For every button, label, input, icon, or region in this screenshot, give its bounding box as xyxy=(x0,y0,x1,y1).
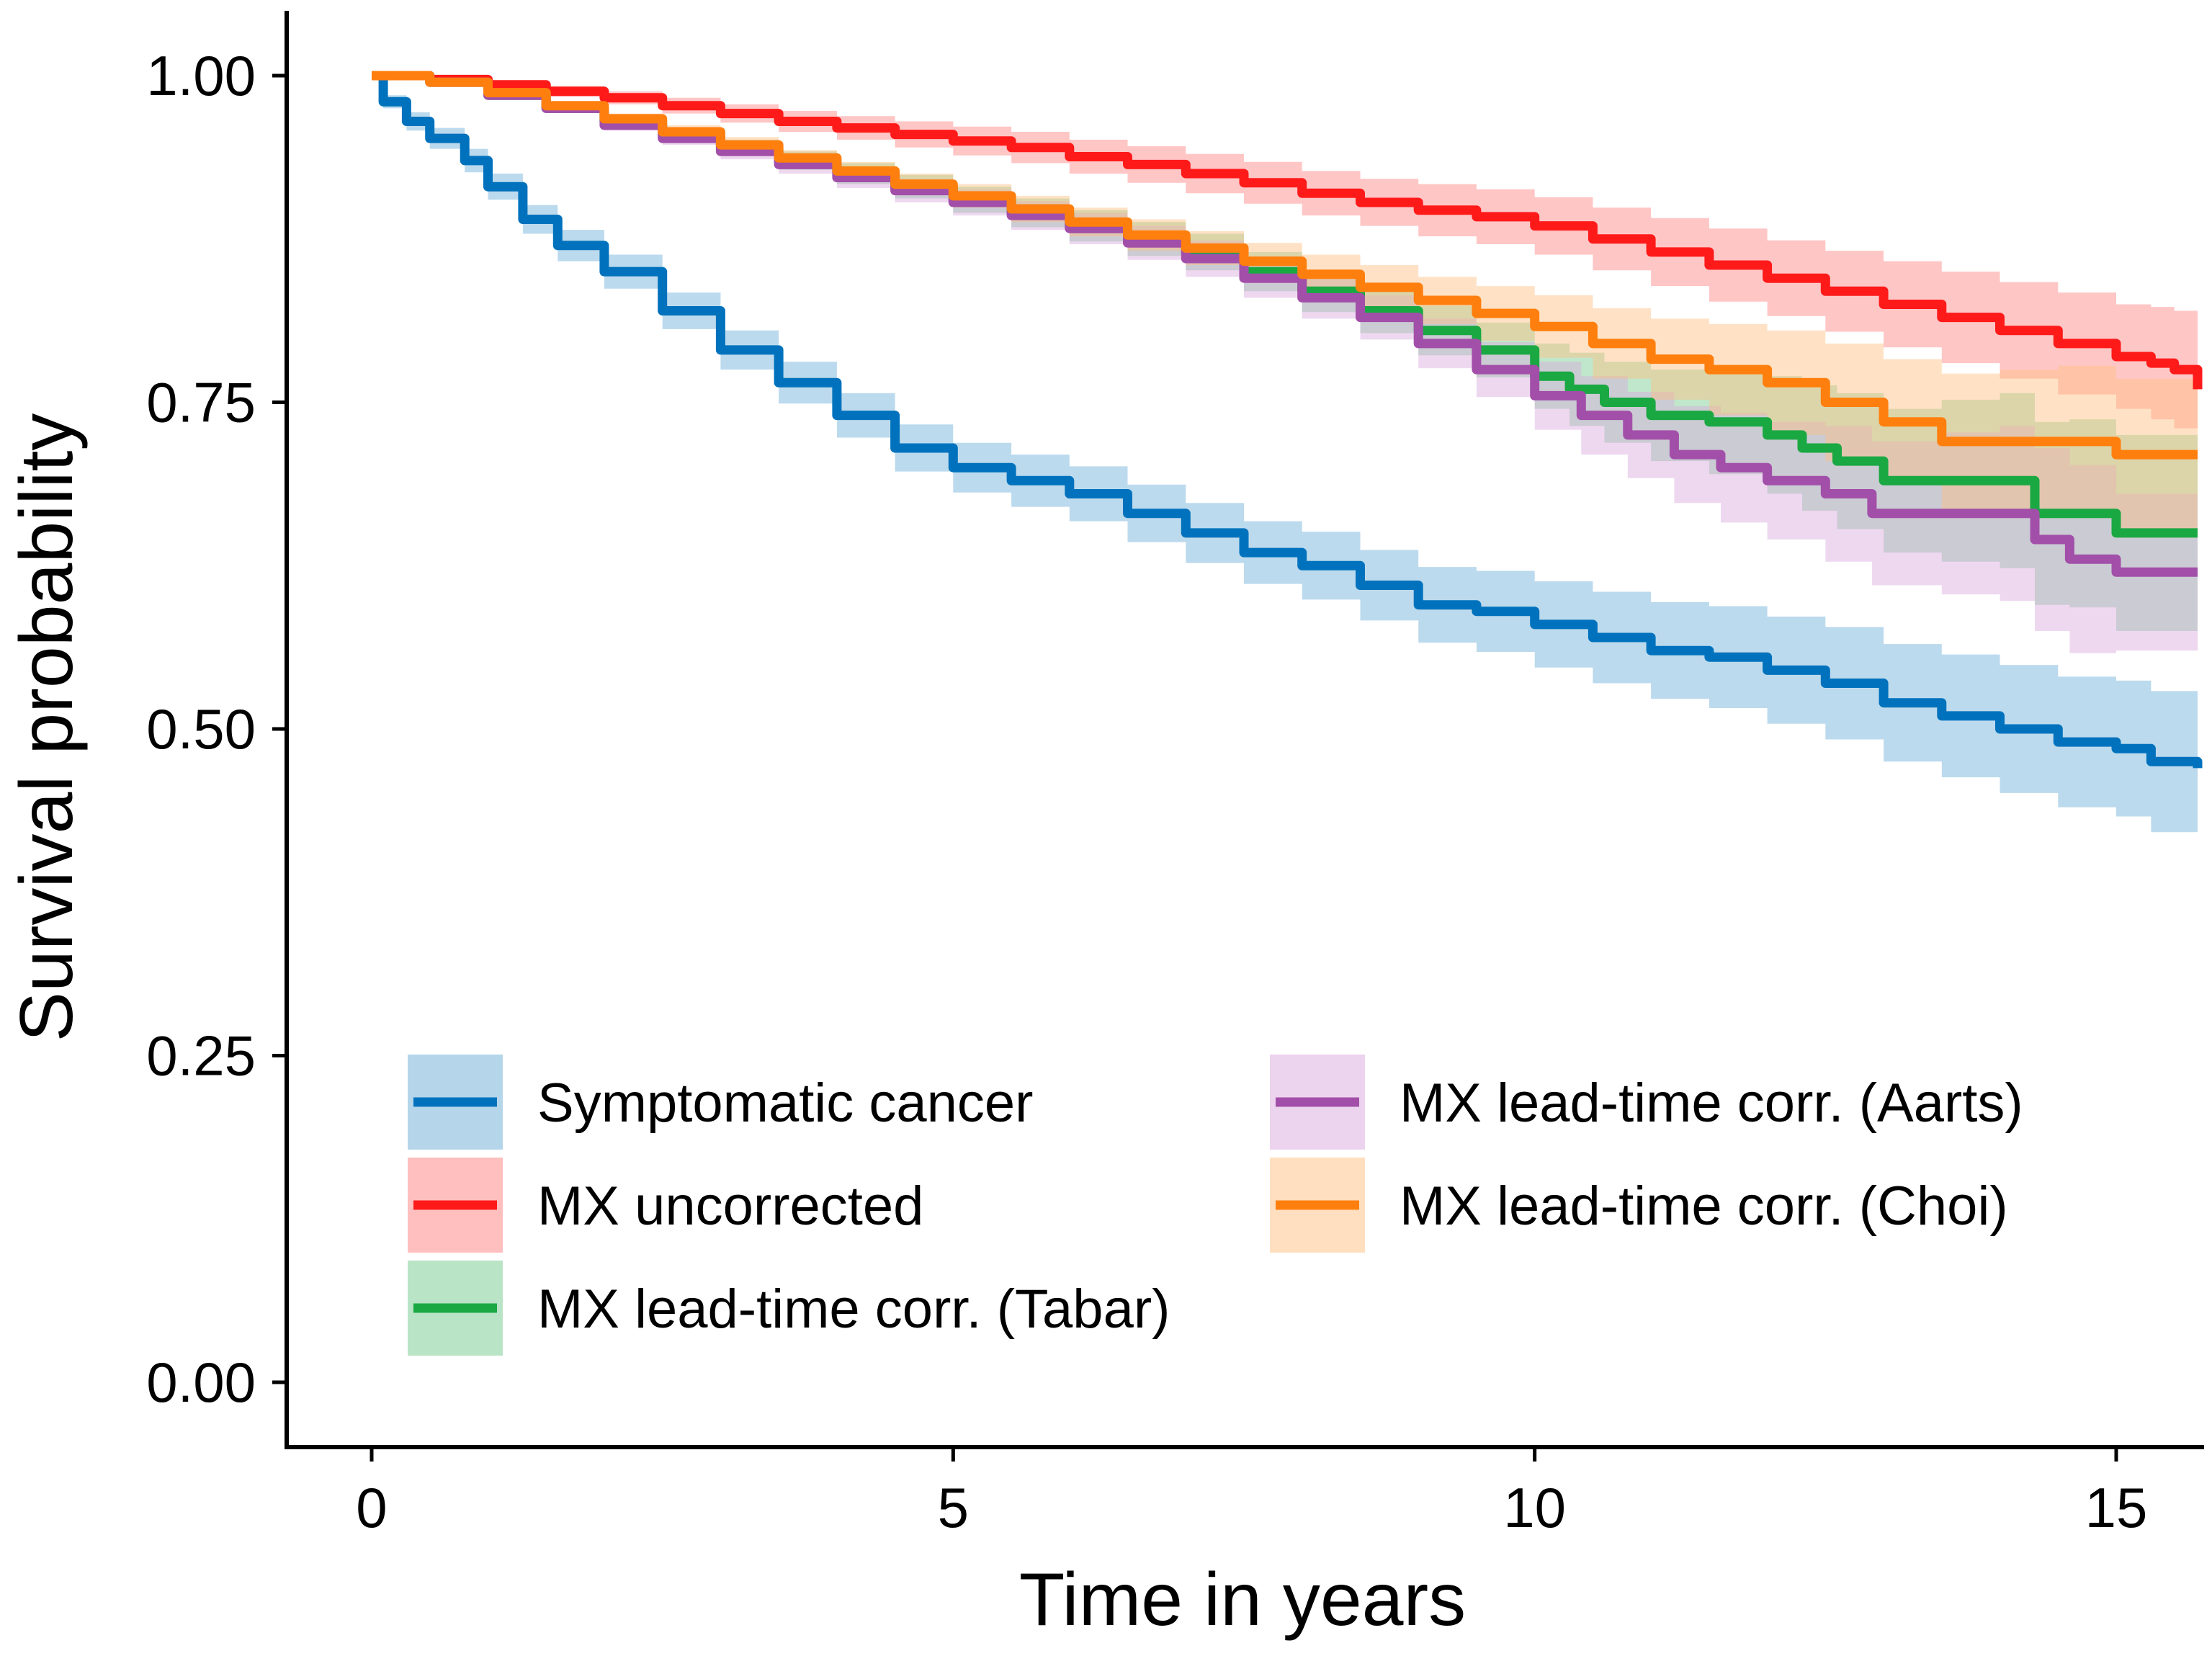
x-tick-label: 15 xyxy=(2085,1476,2148,1539)
confidence-bands xyxy=(372,76,2198,833)
legend-label: Symptomatic cancer xyxy=(537,1073,1033,1134)
legend-label: MX lead-time corr. (Choi) xyxy=(1400,1176,2008,1237)
survival-curves xyxy=(372,71,2203,769)
legend-item-mx-lead-time-corr-choi: MX lead-time corr. (Choi) xyxy=(1270,1158,2008,1253)
legend-label: MX lead-time corr. (Aarts) xyxy=(1400,1073,2023,1134)
band-symptomatic-cancer xyxy=(372,76,2198,833)
x-tick-label: 10 xyxy=(1503,1476,1566,1539)
x-tick-label: 5 xyxy=(938,1476,969,1539)
legend-label: MX uncorrected xyxy=(537,1176,923,1237)
ticks: 0.00 0.25 0.50 0.75 1.00 0 5 10 15 xyxy=(146,44,2147,1539)
legend-item-symptomatic-cancer: Symptomatic cancer xyxy=(408,1055,1033,1150)
legend: Symptomatic cancer MX uncorrected MX lead-… xyxy=(408,1055,2023,1356)
x-tick-label: 0 xyxy=(356,1476,387,1539)
y-axis-title: Survival probability xyxy=(5,413,89,1042)
band-mx-lead-time-corr-aarts xyxy=(372,76,2198,653)
legend-label: MX lead-time corr. (Tabar) xyxy=(537,1279,1170,1340)
x-axis-title: Time in years xyxy=(1019,1558,1466,1642)
curve-mx-lead-time-corr-aarts xyxy=(372,71,2198,577)
y-tick-label: 0.50 xyxy=(146,697,256,761)
y-tick-label: 0.75 xyxy=(146,371,256,434)
curve-mx-lead-time-corr-choi xyxy=(372,71,2198,460)
legend-item-mx-uncorrected: MX uncorrected xyxy=(408,1158,923,1253)
y-tick-label: 0.00 xyxy=(146,1351,256,1414)
curve-symptomatic-cancer xyxy=(372,71,2203,769)
y-tick-label: 1.00 xyxy=(146,44,256,107)
legend-item-mx-lead-time-corr-aarts: MX lead-time corr. (Aarts) xyxy=(1270,1055,2023,1150)
curve-mx-uncorrected xyxy=(372,71,2203,390)
band-mx-uncorrected xyxy=(372,76,2198,429)
y-tick-label: 0.25 xyxy=(146,1024,256,1088)
legend-item-mx-lead-time-corr-tabar: MX lead-time corr. (Tabar) xyxy=(408,1261,1170,1356)
